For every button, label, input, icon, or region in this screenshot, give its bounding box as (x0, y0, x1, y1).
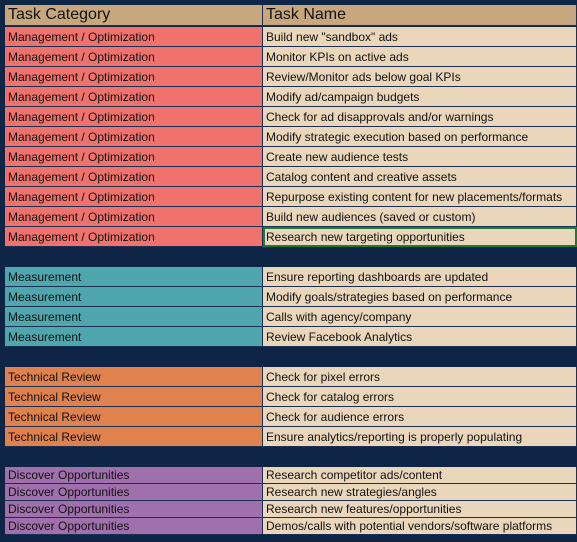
table-row: Management / Optimization Build new audie… (5, 207, 577, 227)
task-name-cell[interactable]: Check for pixel errors (263, 367, 577, 387)
task-name-cell[interactable]: Review/Monitor ads below goal KPIs (263, 67, 577, 87)
table-row: Measurement Calls with agency/company (5, 307, 577, 327)
task-category-cell[interactable]: Management / Optimization (5, 227, 263, 247)
table-row: Discover Opportunities Research new strat… (5, 484, 577, 501)
task-name-cell[interactable]: Create new audience tests (263, 147, 577, 167)
table-row: Measurement Ensure reporting dashboards a… (5, 267, 577, 287)
table-row: Measurement Review Facebook Analytics (5, 327, 577, 347)
task-category-cell[interactable]: Management / Optimization (5, 27, 263, 47)
header-task-category[interactable]: Task Category (5, 5, 263, 26)
task-category-cell[interactable]: Technical Review (5, 427, 263, 447)
task-category-cell[interactable]: Management / Optimization (5, 107, 263, 127)
task-name-cell[interactable]: Build new audiences (saved or custom) (263, 207, 577, 227)
table-row: Discover Opportunities Research competito… (5, 467, 577, 484)
table-row: Technical Review Check for audience error… (5, 407, 577, 427)
task-category-cell[interactable]: Measurement (5, 287, 263, 307)
header-row: Task Category Task Name (5, 5, 577, 26)
task-category-cell[interactable]: Discover Opportunities (5, 518, 263, 535)
table-row: Management / Optimization Monitor KPIs on… (5, 47, 577, 67)
task-name-cell[interactable]: Calls with agency/company (263, 307, 577, 327)
task-category-cell[interactable]: Management / Optimization (5, 207, 263, 227)
task-name-cell[interactable]: Research competitor ads/content (263, 467, 577, 484)
table-row: Management / Optimization Research new ta… (5, 227, 577, 247)
task-name-cell[interactable]: Check for ad disapprovals and/or warning… (263, 107, 577, 127)
task-category-cell[interactable]: Discover Opportunities (5, 501, 263, 518)
table-row: Management / Optimization Modify strategi… (5, 127, 577, 147)
task-name-cell[interactable]: Review Facebook Analytics (263, 327, 577, 347)
task-name-cell[interactable]: Ensure reporting dashboards are updated (263, 267, 577, 287)
task-category-cell[interactable]: Measurement (5, 307, 263, 327)
task-name-cell[interactable]: Demos/calls with potential vendors/softw… (263, 518, 577, 535)
table-row: Technical Review Check for catalog errors (5, 387, 577, 407)
table-row: Discover Opportunities Demos/calls with p… (5, 518, 577, 535)
task-category-cell[interactable]: Technical Review (5, 387, 263, 407)
task-name-cell[interactable]: Ensure analytics/reporting is properly p… (263, 427, 577, 447)
task-name-cell[interactable]: Repurpose existing content for new place… (263, 187, 577, 207)
task-name-cell[interactable]: Research new strategies/angles (263, 484, 577, 501)
table-row: Management / Optimization Repurpose exist… (5, 187, 577, 207)
task-name-cell[interactable]: Modify ad/campaign budgets (263, 87, 577, 107)
task-name-cell[interactable]: Check for catalog errors (263, 387, 577, 407)
task-category-cell[interactable]: Discover Opportunities (5, 484, 263, 501)
table-row: Measurement Modify goals/strategies based… (5, 287, 577, 307)
task-name-cell[interactable]: Catalog content and creative assets (263, 167, 577, 187)
table-row: Technical Review Ensure analytics/reporti… (5, 427, 577, 447)
task-category-cell[interactable]: Technical Review (5, 407, 263, 427)
task-category-cell[interactable]: Technical Review (5, 367, 263, 387)
table-row: Discover Opportunities Research new featu… (5, 501, 577, 518)
table-row: Management / Optimization Catalog content… (5, 167, 577, 187)
task-category-cell[interactable]: Management / Optimization (5, 167, 263, 187)
task-category-cell[interactable]: Discover Opportunities (5, 467, 263, 484)
task-name-cell[interactable]: Research new features/opportunities (263, 501, 577, 518)
task-name-cell[interactable]: Modify goals/strategies based on perform… (263, 287, 577, 307)
table-row: Management / Optimization Modify ad/campa… (5, 87, 577, 107)
task-name-cell[interactable]: Monitor KPIs on active ads (263, 47, 577, 67)
task-name-cell[interactable]: Check for audience errors (263, 407, 577, 427)
task-category-cell[interactable]: Management / Optimization (5, 147, 263, 167)
table-row: Management / Optimization Check for ad di… (5, 107, 577, 127)
task-category-cell[interactable]: Management / Optimization (5, 47, 263, 67)
table-row: Management / Optimization Review/Monitor … (5, 67, 577, 87)
task-name-cell[interactable]: Research new targeting opportunities (263, 227, 577, 247)
table-row: Management / Optimization Create new audi… (5, 147, 577, 167)
task-category-cell[interactable]: Management / Optimization (5, 187, 263, 207)
task-name-cell[interactable]: Build new "sandbox" ads (263, 27, 577, 47)
task-category-cell[interactable]: Measurement (5, 267, 263, 287)
task-category-cell[interactable]: Management / Optimization (5, 127, 263, 147)
task-name-cell[interactable]: Modify strategic execution based on perf… (263, 127, 577, 147)
task-category-cell[interactable]: Management / Optimization (5, 87, 263, 107)
task-category-cell[interactable]: Measurement (5, 327, 263, 347)
task-category-cell[interactable]: Management / Optimization (5, 67, 263, 87)
table-row: Technical Review Check for pixel errors (5, 367, 577, 387)
table-row: Management / Optimization Build new "sand… (5, 27, 577, 47)
header-task-name[interactable]: Task Name (263, 5, 577, 26)
